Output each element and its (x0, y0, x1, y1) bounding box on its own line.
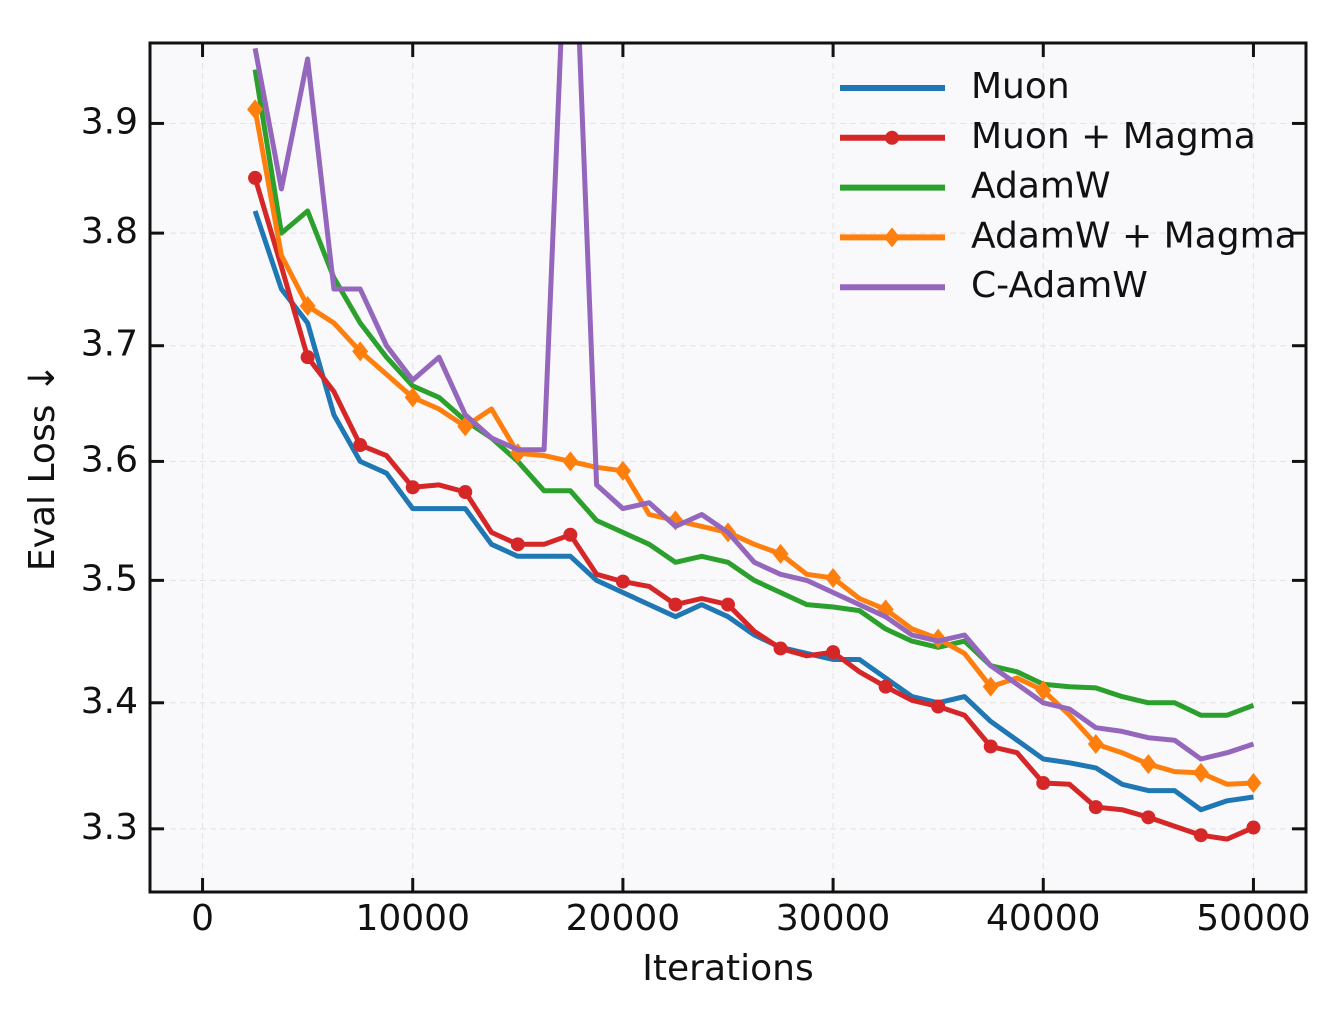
marker (562, 451, 579, 472)
marker (982, 676, 999, 697)
x-tick-label: 40000 (986, 898, 1101, 939)
x-tick-label: 20000 (566, 898, 681, 939)
marker (248, 170, 263, 185)
marker (884, 227, 900, 248)
y-tick-label: 3.7 (81, 324, 138, 365)
y-tick-label: 3.9 (81, 101, 138, 142)
marker (563, 527, 578, 542)
marker (721, 597, 735, 612)
legend-label: Muon (971, 66, 1070, 107)
y-tick-label: 3.8 (81, 211, 138, 252)
marker (668, 597, 683, 612)
marker (773, 641, 788, 656)
marker (1087, 733, 1104, 754)
marker (510, 537, 525, 552)
grid (150, 43, 1306, 892)
legend-label: AdamW + Magma (971, 215, 1297, 256)
series-line (252, 69, 1255, 718)
plot-area (150, 43, 1306, 892)
marker (885, 130, 899, 145)
marker (878, 679, 893, 694)
legend-label: AdamW (971, 166, 1111, 207)
marker (1141, 810, 1156, 825)
legend-label: Muon + Magma (971, 116, 1256, 157)
marker (1140, 754, 1157, 775)
marker (1088, 800, 1103, 815)
marker (1192, 762, 1209, 783)
marker (615, 574, 630, 589)
marker (352, 341, 369, 362)
series-line (252, 177, 1255, 842)
legend-label: C-AdamW (971, 265, 1148, 306)
y-axis-label: Eval Loss ↓ (22, 363, 63, 571)
marker (983, 739, 998, 754)
x-tick-label: 50000 (1196, 898, 1311, 939)
marker (825, 567, 842, 588)
marker (353, 438, 368, 453)
y-tick-label: 3.6 (81, 439, 138, 480)
marker (1036, 776, 1051, 791)
marker (300, 350, 315, 365)
marker (772, 543, 789, 564)
y-tick-label: 3.5 (81, 558, 138, 599)
x-axis-label: Iterations (642, 948, 813, 989)
marker (826, 645, 841, 660)
series-line (252, 43, 1255, 762)
x-tick-label: 30000 (776, 898, 891, 939)
marker (1246, 820, 1261, 835)
marker (1193, 828, 1208, 843)
x-tick-label: 0 (191, 898, 214, 939)
series-line (252, 108, 1254, 787)
y-tick-label: 3.3 (81, 807, 138, 848)
y-tick-label: 3.4 (81, 681, 138, 722)
marker (931, 699, 946, 714)
marker (405, 480, 420, 495)
series-line (252, 210, 1254, 813)
marker (299, 295, 316, 316)
marker (458, 485, 473, 500)
plot-lines (247, 43, 1262, 843)
marker (1035, 680, 1052, 701)
x-tick-label: 10000 (355, 898, 470, 939)
marker (247, 99, 264, 120)
marker (614, 460, 631, 481)
marker (1245, 773, 1262, 794)
marker (404, 387, 421, 408)
plot-frame (148, 41, 1308, 894)
